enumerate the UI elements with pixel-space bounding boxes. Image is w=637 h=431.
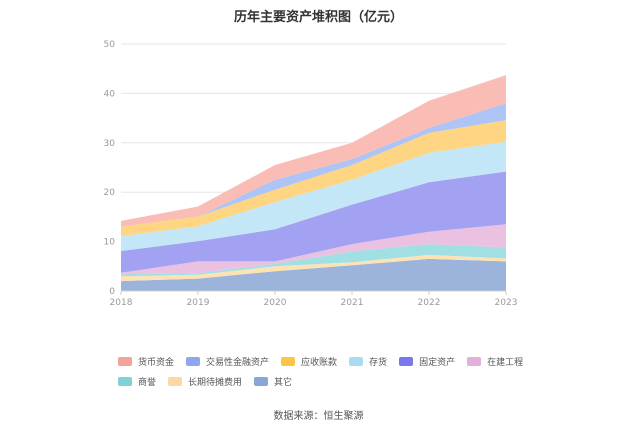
legend-item[interactable]: 固定资产 [399, 354, 455, 368]
y-tick-label: 20 [104, 188, 116, 198]
area-长期待摊费用 [121, 254, 506, 282]
legend-label: 存货 [369, 357, 388, 368]
y-tick-label: 0 [109, 287, 115, 297]
legend-swatch [168, 376, 183, 386]
legend-label: 长期待摊费用 [188, 377, 243, 388]
legend-item[interactable]: 货币资金 [118, 354, 174, 368]
legend-item[interactable]: 商誉 [118, 374, 156, 388]
x-tick-label: 2023 [495, 298, 518, 308]
legend-swatch [118, 376, 132, 386]
x-tick-label: 2018 [110, 298, 133, 308]
legend-swatch [281, 356, 296, 366]
legend-label: 固定资产 [419, 357, 456, 368]
area-其它 [121, 258, 506, 291]
x-tick-label: 2021 [341, 298, 364, 308]
x-tick-label: 2020 [264, 298, 287, 308]
legend-item[interactable]: 应收账款 [281, 354, 337, 368]
y-tick-label: 30 [104, 139, 116, 149]
legend-item[interactable]: 长期待摊费用 [168, 374, 242, 388]
legend-swatch [467, 356, 482, 366]
legend-label: 交易性金融资产 [206, 357, 270, 368]
legend-label: 货币资金 [138, 357, 175, 368]
legend-swatch [254, 376, 269, 386]
legend-label: 应收账款 [301, 357, 338, 368]
legend-swatch [186, 356, 201, 366]
x-tick-label: 2019 [187, 298, 210, 308]
legend-label: 商誉 [138, 377, 157, 388]
data-source: 数据来源：恒生聚源 [273, 411, 364, 422]
legend-item[interactable]: 其它 [254, 374, 292, 388]
legend-label: 在建工程 [487, 357, 524, 368]
area-在建工程 [121, 224, 506, 275]
y-tick-label: 50 [104, 40, 116, 50]
chart-title: 历年主要资产堆积图（亿元） [233, 10, 403, 25]
legend-swatch [349, 356, 364, 366]
legend-swatch [118, 356, 132, 366]
area-series-group [121, 75, 506, 291]
area-固定资产 [121, 171, 506, 273]
legend: 货币资金 交易性金融资产 应收账款 存货 固定资产 在建工程商誉 长期待摊费用 其它 [118, 354, 538, 388]
y-tick-label: 40 [104, 89, 116, 99]
legend-item[interactable]: 在建工程 [467, 354, 523, 368]
area-应收账款 [121, 120, 506, 237]
legend-item[interactable]: 存货 [349, 354, 387, 368]
axes: 0 10 20 30 40 50 2018 2019 2020 2021 2022 2023 [104, 40, 518, 308]
legend-item[interactable]: 交易性金融资产 [186, 354, 269, 368]
y-tick-label: 10 [104, 238, 116, 248]
area-商誉 [121, 244, 506, 277]
legend-label: 其它 [274, 377, 293, 388]
area-货币资金 [121, 75, 506, 227]
area-存货 [121, 141, 506, 251]
legend-swatch [399, 356, 414, 366]
x-tick-label: 2022 [418, 298, 441, 308]
